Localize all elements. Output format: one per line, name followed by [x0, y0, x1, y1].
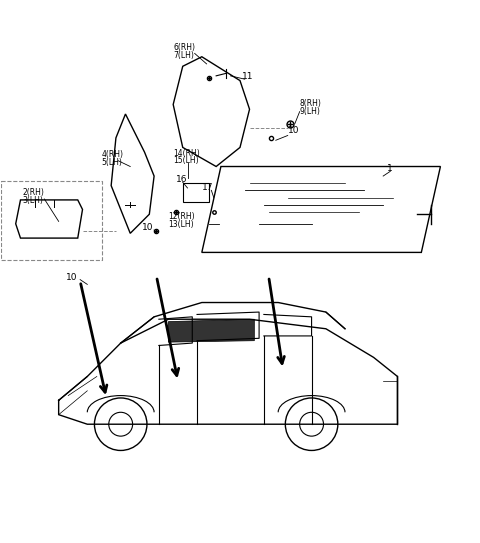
Text: 13(LH): 13(LH) [168, 220, 194, 229]
Text: 16: 16 [176, 175, 187, 185]
Text: 4(RH): 4(RH) [102, 150, 124, 159]
Polygon shape [168, 319, 254, 342]
Bar [183, 183, 209, 203]
Text: 5(LH): 5(LH) [102, 158, 122, 167]
Text: 12(RH): 12(RH) [168, 212, 195, 221]
Text: 15(LH): 15(LH) [173, 156, 199, 165]
Text: 8(RH): 8(RH) [300, 99, 322, 108]
Text: 7(LH): 7(LH) [173, 51, 194, 60]
Text: 14(RH): 14(RH) [173, 149, 200, 157]
Text: 1: 1 [387, 165, 393, 173]
Text: 10: 10 [142, 223, 154, 232]
Text: 10: 10 [66, 273, 77, 282]
Text: 3(LH): 3(LH) [23, 197, 44, 205]
Text: 17: 17 [202, 184, 213, 192]
Text: 6(RH): 6(RH) [173, 43, 195, 52]
Text: 10: 10 [288, 126, 299, 135]
Text: 2(RH): 2(RH) [23, 188, 45, 197]
Text: 11: 11 [242, 72, 254, 81]
Text: 9(LH): 9(LH) [300, 107, 321, 116]
